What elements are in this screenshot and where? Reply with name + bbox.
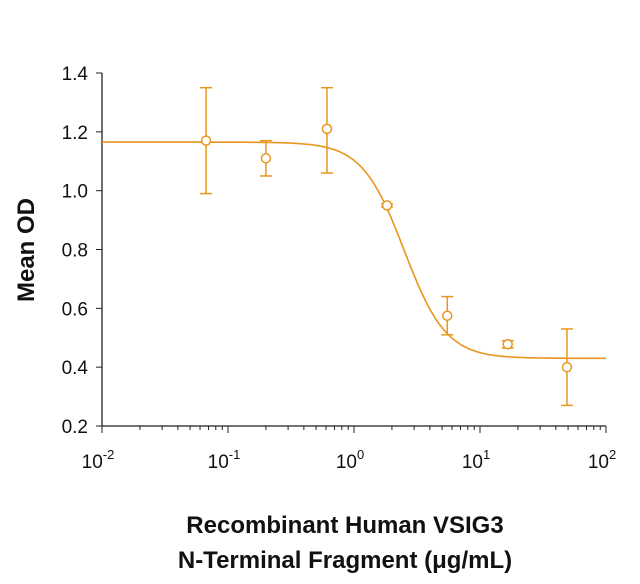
data-point [260, 153, 272, 164]
axes: 0.2 0.4 0.6 0.8 1.0 1.2 1.4 10-2 10-1 100 101 102 [62, 64, 617, 473]
x-tick-label: 102 [588, 447, 616, 473]
data-point [200, 135, 212, 146]
y-tick-label: 0.8 [62, 241, 88, 262]
x-tick-label: 101 [462, 447, 490, 473]
x-axis-title-line1: Recombinant Human VSIG3 [186, 512, 503, 539]
data-point [321, 123, 333, 135]
x-tick-label: 10-1 [208, 447, 241, 473]
y-tick-label: 0.2 [62, 417, 88, 438]
data-points [200, 86, 573, 407]
x-tick-label: 10-2 [82, 447, 115, 473]
y-axis-title: Mean OD [13, 198, 40, 302]
data-point [561, 361, 573, 373]
y-tick-label: 1.2 [62, 123, 88, 144]
fit-curve [102, 141, 606, 360]
y-tick-label: 1.4 [62, 64, 89, 85]
y-tick-label: 0.6 [62, 299, 88, 320]
x-axis-title-line2: N-Terminal Fragment (μg/mL) [178, 547, 512, 574]
data-point [381, 200, 393, 211]
y-tick-label: 1.0 [62, 182, 88, 203]
fit-curve-group [102, 141, 606, 360]
x-tick-label: 100 [336, 447, 364, 473]
y-tick-label: 0.4 [62, 358, 89, 379]
data-point [502, 338, 513, 350]
data-point [442, 310, 453, 321]
